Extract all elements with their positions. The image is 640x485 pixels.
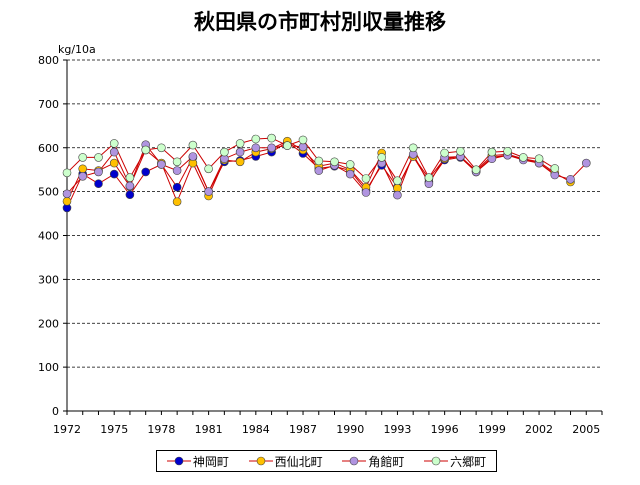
data-point — [566, 175, 575, 184]
data-point — [518, 153, 528, 162]
data-point — [235, 157, 245, 167]
data-point — [109, 169, 119, 179]
x-tick-label: 2005 — [572, 423, 600, 436]
data-point — [393, 176, 402, 185]
data-point — [235, 147, 245, 157]
data-point — [109, 158, 119, 168]
legend-label: 角館町 — [368, 454, 405, 469]
data-point — [94, 179, 103, 188]
data-point — [141, 167, 150, 177]
data-point — [62, 197, 72, 206]
y-tick-label: 100 — [38, 361, 59, 374]
data-point — [408, 143, 418, 153]
series-line — [66, 143, 587, 197]
legend-item: 西仙北町 — [248, 453, 323, 470]
data-point — [424, 173, 434, 182]
data-point — [503, 147, 512, 156]
data-point — [172, 182, 182, 192]
y-axis-unit-label: kg/10a — [58, 43, 96, 56]
data-point — [204, 187, 213, 196]
x-axis-ticks: 1972 1975 1978 1981 1984 1987 1990 1993 1996 1999… — [53, 411, 603, 436]
y-tick-label: 300 — [38, 273, 59, 286]
data-point — [204, 164, 213, 174]
data-point — [157, 143, 166, 153]
data-point — [298, 135, 308, 145]
data-point — [581, 158, 591, 168]
data-point — [361, 174, 371, 183]
data-point — [393, 190, 402, 200]
y-tick-label: 400 — [38, 230, 59, 243]
data-point — [456, 147, 465, 156]
x-tick-label: 1984 — [242, 423, 270, 436]
x-tick-label: 1987 — [289, 423, 317, 436]
data-point — [172, 197, 182, 206]
data-point — [314, 166, 324, 175]
data-point — [78, 172, 87, 181]
data-point — [550, 164, 560, 173]
x-tick-label: 1981 — [195, 423, 223, 436]
data-point — [345, 160, 355, 169]
data-point — [314, 156, 324, 166]
data-point — [172, 166, 182, 175]
data-point — [267, 143, 276, 153]
data-point — [62, 189, 72, 199]
x-tick-label: 1993 — [383, 423, 411, 436]
data-point — [220, 147, 229, 157]
legend: 神岡町 西仙北町 角館町 六郷町 — [156, 450, 497, 472]
y-tick-label: 500 — [38, 186, 59, 199]
data-point — [188, 152, 198, 161]
data-point — [157, 160, 166, 169]
series-markers — [62, 133, 591, 213]
legend-label: 六郷町 — [450, 454, 487, 469]
data-point — [345, 169, 355, 179]
data-point — [267, 133, 276, 143]
y-tick-label: 200 — [38, 317, 59, 330]
y-tick-label: 800 — [38, 54, 59, 67]
data-point — [94, 167, 103, 177]
y-axis-ticks: 0 100 200 300 400 500 600 700 800 — [38, 54, 67, 418]
data-point — [487, 147, 497, 157]
legend-item: 神岡町 — [166, 453, 229, 470]
data-point — [251, 134, 261, 144]
data-point — [440, 148, 449, 158]
data-point — [78, 153, 87, 162]
y-tick-label: 0 — [52, 405, 59, 418]
x-tick-label: 2002 — [525, 423, 553, 436]
data-point — [235, 139, 245, 148]
x-tick-label: 1990 — [336, 423, 364, 436]
x-tick-label: 1996 — [431, 423, 459, 436]
data-point — [172, 157, 182, 167]
x-tick-label: 1975 — [100, 423, 128, 436]
data-point — [330, 157, 339, 167]
data-point — [251, 143, 261, 153]
x-tick-label: 1972 — [53, 423, 81, 436]
legend-label: 神岡町 — [192, 454, 229, 469]
legend-label: 西仙北町 — [274, 454, 323, 469]
legend-item: 六郷町 — [424, 453, 486, 470]
series-line — [66, 141, 556, 209]
data-point — [62, 168, 72, 178]
y-tick-label: 600 — [38, 142, 59, 155]
data-point — [109, 147, 119, 157]
data-point — [78, 164, 87, 174]
x-tick-label: 1999 — [478, 423, 506, 436]
gridlines — [67, 59, 602, 368]
data-point — [125, 173, 135, 182]
x-tick-label: 1978 — [147, 423, 175, 436]
y-tick-label: 700 — [38, 98, 59, 111]
data-point — [125, 181, 135, 191]
data-point — [141, 145, 150, 155]
data-point — [125, 190, 135, 199]
legend-item: 角館町 — [342, 453, 404, 470]
data-point — [109, 139, 119, 148]
data-point — [282, 141, 292, 150]
data-point — [94, 153, 103, 162]
chart-title: 秋田県の市町村別収量推移 — [194, 10, 446, 34]
data-point — [534, 154, 544, 163]
data-point — [471, 165, 481, 174]
data-point — [188, 140, 198, 150]
data-point — [361, 188, 371, 197]
data-point — [377, 153, 387, 162]
